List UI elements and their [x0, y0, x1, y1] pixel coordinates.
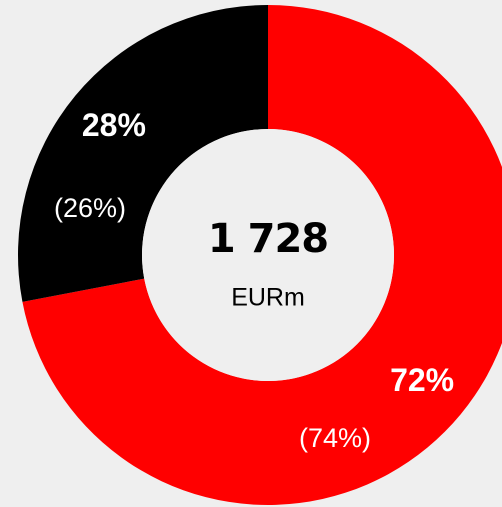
donut-slice — [17, 5, 269, 302]
value-label: 72% — [390, 362, 454, 398]
prior-value-label: (26%) — [54, 193, 126, 223]
value-label: 28% — [82, 107, 146, 143]
donut-slice — [22, 5, 502, 505]
center-label: EURm — [231, 284, 305, 312]
center-value: 1 728 — [208, 216, 328, 262]
donut-hole — [142, 129, 394, 381]
prior-value-label: (74%) — [299, 423, 371, 453]
